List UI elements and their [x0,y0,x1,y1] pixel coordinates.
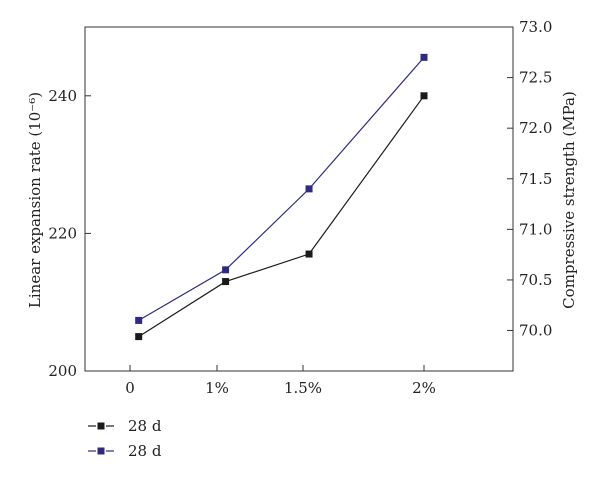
right-tick-label: 71.0 [519,220,552,238]
x-axis-ticks: 0 1% 1.5% 2% [125,365,436,397]
right-tick-label: 70.0 [519,322,552,340]
left-axis-title: Linear expansion rate (10⁻⁶) [26,92,44,308]
right-axis-ticks: 70.0 70.5 71.0 71.5 72.0 72.5 73.0 [507,18,552,340]
legend-label: 28 d [128,442,162,460]
x-tick-label: 1% [205,379,229,397]
series-2-point [135,316,143,324]
right-tick-label: 71.5 [519,170,552,188]
series-1-point [135,333,143,341]
left-tick-label: 200 [48,362,77,380]
right-tick-label: 70.5 [519,271,552,289]
right-axis-title: Compressive strength (MPa) [560,91,578,309]
x-tick-label: 0 [125,379,135,397]
series-1-point [305,250,313,258]
series-line-1 [138,95,425,338]
series-2-point [222,266,230,274]
series-2-point [305,185,313,193]
legend-label: 28 d [128,417,162,435]
series-layer [135,53,428,341]
legend-marker [97,447,105,455]
x-tick-label: 2% [412,379,436,397]
left-tick-label: 220 [48,224,77,242]
right-tick-label: 72.0 [519,119,552,137]
right-tick-label: 72.5 [519,69,552,87]
x-tick-label: 1.5% [284,379,322,397]
series-line-2 [138,56,425,321]
series-2-point [420,53,428,61]
left-tick-label: 240 [48,87,77,105]
legend-marker [97,422,105,430]
series-1-point [420,92,428,100]
right-tick-label: 73.0 [519,18,552,36]
left-axis-ticks: 200 220 240 [48,87,91,380]
legend: 28 d 28 d [88,417,162,460]
series-1-point [222,278,230,286]
plot-frame [84,26,514,372]
